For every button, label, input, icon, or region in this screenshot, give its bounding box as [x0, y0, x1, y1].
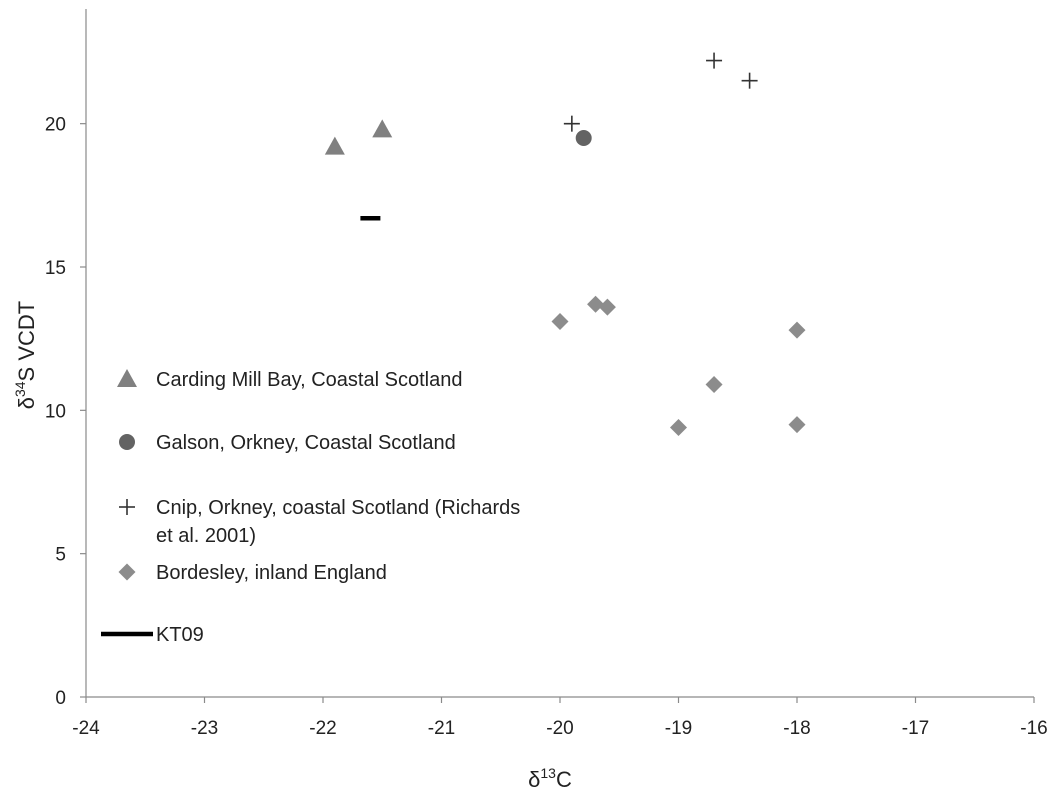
x-axis-title-prefix: δ	[528, 767, 540, 792]
data-point-diamond	[788, 416, 806, 434]
legend-label-line: Cnip, Orkney, coastal Scotland (Richards	[156, 497, 520, 519]
legend-label: KT09	[156, 624, 204, 646]
legend-label-line: Bordesley, inland England	[156, 562, 387, 584]
y-axis-title-sup: 34	[12, 381, 28, 397]
legend-label-line: Carding Mill Bay, Coastal Scotland	[156, 369, 462, 391]
data-point-diamond	[788, 321, 806, 339]
legend-label-line: KT09	[156, 624, 204, 646]
x-tick-label: -24	[72, 718, 100, 739]
legend-symbol	[119, 434, 135, 450]
x-tick-label: -21	[428, 718, 455, 739]
legend-symbol	[118, 563, 136, 581]
legend-label: Cnip, Orkney, coastal Scotland (Richards…	[156, 497, 520, 547]
y-axis-title-prefix: δ	[14, 397, 39, 409]
x-tick-label: -22	[309, 718, 336, 739]
legend-symbol	[117, 369, 137, 387]
x-axis-title: δ13C	[528, 765, 572, 792]
y-tick-label: 0	[55, 688, 66, 709]
data-point-triangle	[372, 119, 393, 138]
data-point-diamond	[551, 312, 569, 330]
legend-label-line: et al. 2001)	[156, 525, 256, 547]
data-point-diamond	[587, 295, 605, 313]
series-2	[563, 52, 758, 132]
data-points	[324, 52, 806, 437]
data-point-plus	[741, 72, 758, 89]
legend-label: Galson, Orkney, Coastal Scotland	[156, 432, 456, 454]
x-tick-label: -20	[546, 718, 573, 739]
legend-label: Bordesley, inland England	[156, 562, 387, 584]
y-tick-label: 5	[55, 545, 66, 566]
y-axis-title-suffix: S VCDT	[14, 301, 39, 382]
legend-label: Carding Mill Bay, Coastal Scotland	[156, 369, 462, 391]
y-tick-label: 20	[45, 115, 66, 136]
data-point-diamond	[670, 419, 687, 437]
legend: Carding Mill Bay, Coastal Scotland Galson…	[101, 369, 520, 646]
y-axis-title: δ34S VCDT	[12, 301, 39, 410]
legend-item-0: Carding Mill Bay, Coastal Scotland	[117, 369, 462, 391]
axes	[85, 9, 1034, 698]
x-tick-label: -16	[1020, 718, 1047, 739]
legend-label-line: Galson, Orkney, Coastal Scotland	[156, 432, 456, 454]
x-tick-label: -17	[902, 718, 929, 739]
y-tick-label: 10	[45, 401, 66, 422]
x-axis-title-suffix: C	[556, 767, 572, 792]
series-3	[551, 295, 806, 437]
x-tick-label: -23	[191, 718, 218, 739]
data-point-circle	[575, 130, 592, 146]
x-axis-title-sup: 13	[540, 765, 556, 781]
legend-item-1: Galson, Orkney, Coastal Scotland	[119, 432, 456, 454]
series-1	[575, 130, 592, 146]
x-tick-label: -19	[665, 718, 692, 739]
x-axis-ticks: -24 -23 -22 -21 -20 -19 -18 -17 -16	[72, 697, 1048, 739]
data-point-diamond	[705, 376, 723, 394]
data-point-triangle	[324, 136, 345, 155]
legend-item-3: Bordesley, inland England	[118, 562, 387, 584]
y-tick-label: 15	[45, 258, 66, 279]
series-0	[324, 119, 393, 155]
data-point-diamond	[598, 298, 616, 316]
legend-item-4: KT09	[101, 624, 204, 646]
data-point-plus	[706, 52, 723, 69]
legend-symbol	[119, 499, 135, 515]
x-tick-label: -18	[783, 718, 810, 739]
y-axis-ticks: 0 5 10 15 20	[45, 115, 86, 709]
legend-item-2: Cnip, Orkney, coastal Scotland (Richards…	[119, 497, 520, 547]
data-point-plus	[563, 115, 580, 132]
